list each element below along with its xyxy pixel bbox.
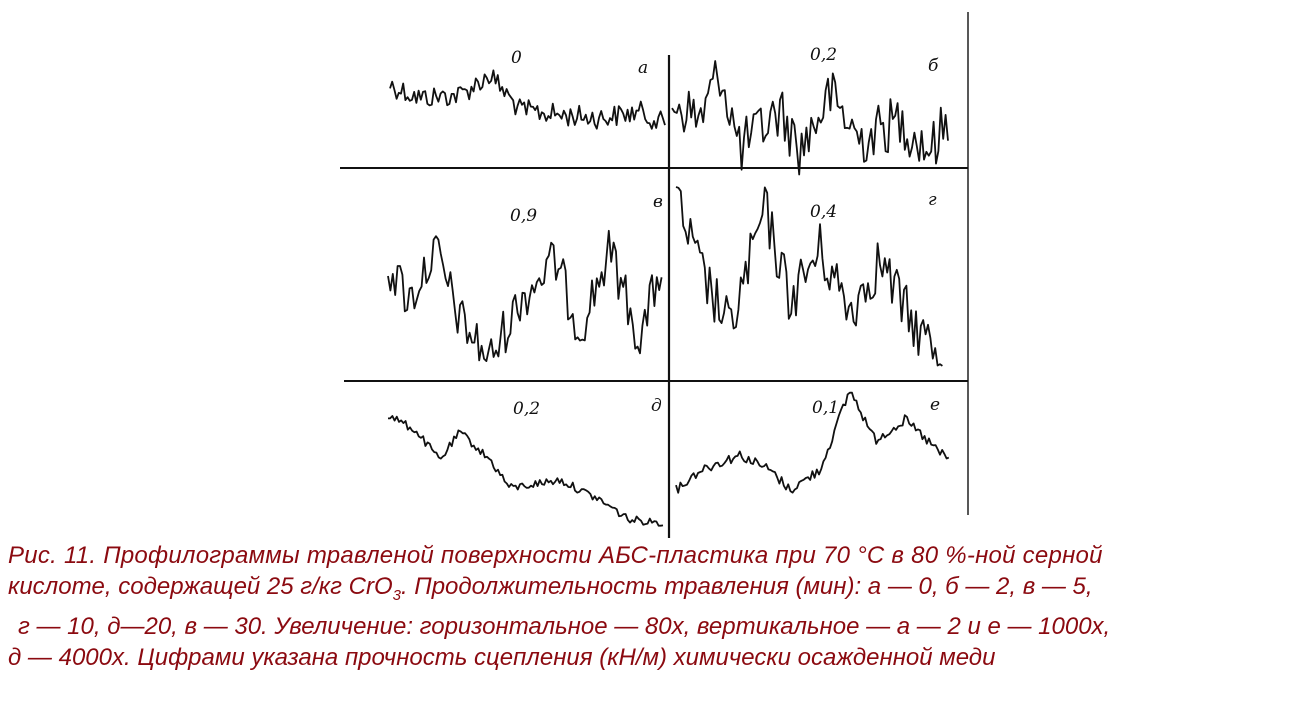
caption-line-4: д — 4000х. Цифрами указана прочность сце…: [8, 643, 996, 671]
panel-v-value: 0,9: [510, 206, 537, 226]
trace-b: [671, 60, 949, 176]
profilogram-figure: 0 а 0,2 б 0,9 в 0,4 г 0,2 д 0,1 е: [340, 12, 969, 538]
profile-traces: [387, 60, 950, 527]
panel-b-value: 0,2: [810, 45, 837, 65]
caption-line-2-text: кислоте, содержащей 25 г/кг CrO: [8, 573, 393, 600]
panel-e-value: 0,1: [812, 398, 839, 418]
profilogram-svg: 0 а 0,2 б 0,9 в 0,4 г 0,2 д 0,1 е: [340, 12, 969, 538]
panel-g-letter: г: [928, 190, 937, 210]
caption-subscript: 3: [392, 586, 401, 604]
panel-d-letter: д: [651, 396, 662, 416]
figure-caption: Рис. 11. Профилограммы травленой поверхн…: [8, 540, 1298, 673]
caption-line-2-rest: . Продолжительность травления (мин): а —…: [400, 573, 1093, 600]
panel-g-value: 0,4: [810, 202, 837, 222]
panel-v-letter: в: [653, 192, 663, 212]
panel-b-letter: б: [928, 56, 939, 76]
panel-a-value: 0: [511, 48, 522, 68]
trace-a: [389, 69, 666, 130]
caption-line-2: кислоте, содержащей 25 г/кг CrO3. Продол…: [8, 571, 1298, 611]
panel-a-letter: а: [638, 58, 648, 78]
trace-d: [387, 415, 664, 527]
trace-e: [675, 391, 950, 494]
trace-g: [675, 186, 943, 367]
panel-d-value: 0,2: [513, 399, 540, 419]
trace-v: [387, 229, 663, 363]
caption-line-3: г — 10, д—20, в — 30. Увеличение: горизо…: [18, 612, 1111, 640]
panel-e-letter: е: [930, 395, 940, 415]
caption-line-1: Рис. 11. Профилограммы травленой поверхн…: [8, 542, 1103, 569]
